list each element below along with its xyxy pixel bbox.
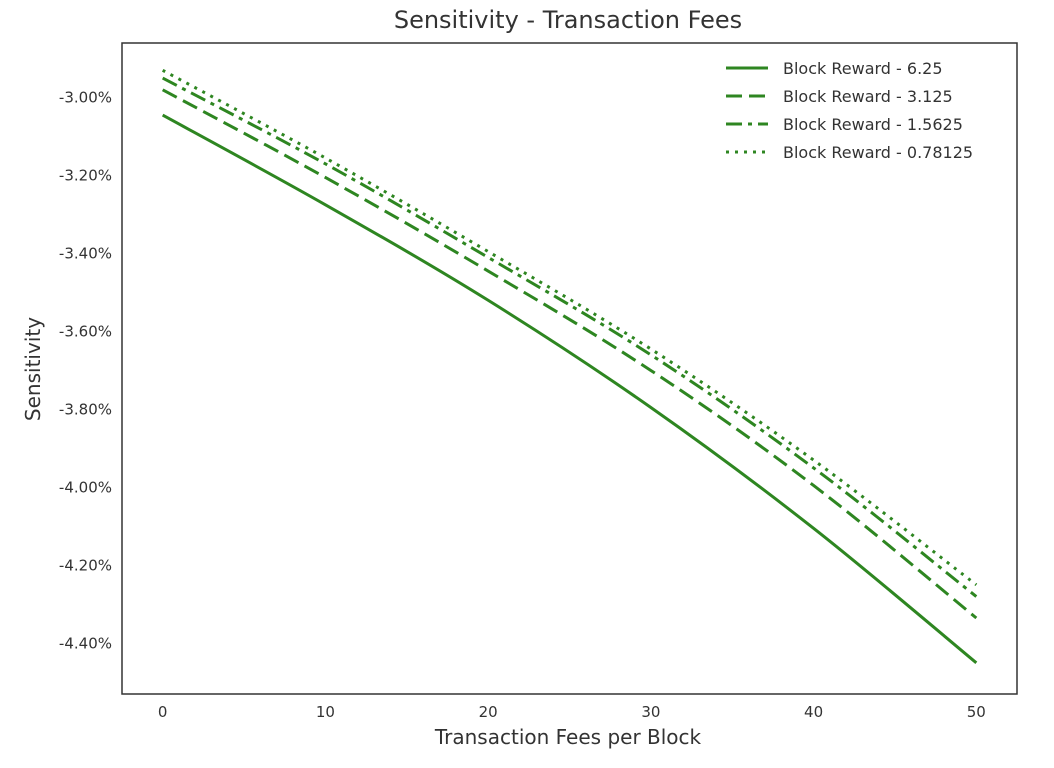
x-tick-label: 50 bbox=[967, 703, 986, 721]
legend-label-1: Block Reward - 6.25 bbox=[783, 59, 943, 78]
series-group bbox=[161, 68, 978, 664]
series-line-4 bbox=[161, 68, 978, 587]
x-axis-label: Transaction Fees per Block bbox=[434, 725, 702, 749]
chart-title: Sensitivity - Transaction Fees bbox=[394, 6, 742, 34]
y-tick-label: -4.00% bbox=[59, 478, 112, 496]
series-line-1 bbox=[161, 113, 978, 664]
y-tick-label: -3.80% bbox=[59, 400, 112, 418]
legend-label-4: Block Reward - 0.78125 bbox=[783, 143, 973, 162]
series-line-2 bbox=[161, 88, 978, 620]
x-tick-label: 30 bbox=[641, 703, 660, 721]
y-tick-label: -3.20% bbox=[59, 167, 112, 185]
x-tick-label: 20 bbox=[479, 703, 498, 721]
y-axis-label: Sensitivity bbox=[21, 317, 45, 421]
plot-frame bbox=[121, 42, 1018, 695]
x-tick-label: 40 bbox=[804, 703, 823, 721]
y-tick-label: -4.40% bbox=[59, 634, 112, 652]
x-tick-label: 10 bbox=[316, 703, 335, 721]
x-tick-label: 0 bbox=[158, 703, 168, 721]
y-axis: -3.00% -3.20% -3.40% -3.60% -3.80% -4.00% -4.2… bbox=[59, 89, 112, 653]
y-tick-label: -3.60% bbox=[59, 322, 112, 340]
y-tick-label: -3.40% bbox=[59, 245, 112, 263]
y-tick-label: -4.20% bbox=[59, 556, 112, 574]
y-tick-label: -3.00% bbox=[59, 89, 112, 107]
series-line-3 bbox=[161, 76, 978, 598]
legend-label-3: Block Reward - 1.5625 bbox=[783, 115, 963, 134]
legend-label-2: Block Reward - 3.125 bbox=[783, 87, 953, 106]
x-axis: 0 10 20 30 40 50 bbox=[158, 703, 986, 721]
legend: Block Reward - 6.25 Block Reward - 3.125 B… bbox=[726, 59, 973, 162]
